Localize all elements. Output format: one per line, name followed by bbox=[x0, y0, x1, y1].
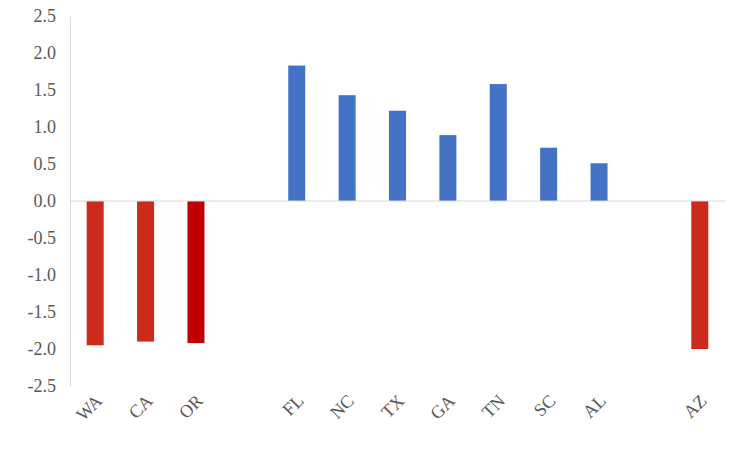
x-tick-label: AL bbox=[579, 391, 610, 422]
x-tick-label: CA bbox=[125, 391, 157, 423]
y-tick: -0.5 bbox=[28, 228, 71, 248]
y-tick: 1.0 bbox=[34, 117, 71, 137]
bar bbox=[490, 84, 507, 201]
y-tick: -2.5 bbox=[28, 376, 71, 396]
y-tick-label: 1.0 bbox=[34, 117, 57, 137]
x-tick: SC bbox=[530, 386, 560, 420]
bar bbox=[187, 201, 204, 343]
bar bbox=[691, 201, 708, 349]
x-tick-label: WA bbox=[72, 391, 106, 425]
y-tick-label: 0.0 bbox=[34, 191, 57, 211]
bar bbox=[288, 66, 305, 201]
x-tick: FL bbox=[279, 386, 308, 420]
x-tick: AL bbox=[579, 386, 610, 422]
y-tick: -1.5 bbox=[28, 302, 71, 322]
zero-line bbox=[70, 201, 725, 202]
bar bbox=[87, 201, 104, 345]
x-tick-label: NC bbox=[326, 391, 358, 423]
chart-svg: -2.5 -2.0 -1.5 -1.0 -0.5 0.0 0.5 1.0 1.5 2.0 2.5 WA… bbox=[0, 0, 750, 450]
bar bbox=[339, 95, 356, 201]
x-tick: NC bbox=[326, 386, 358, 423]
chart-container: -2.5 -2.0 -1.5 -1.0 -0.5 0.0 0.5 1.0 1.5 2.0 2.5 WA… bbox=[0, 0, 750, 450]
y-tick: 0.5 bbox=[34, 154, 71, 174]
y-tick: -2.0 bbox=[28, 339, 71, 359]
x-tick-label: FL bbox=[279, 391, 308, 420]
x-tick-label: TX bbox=[377, 391, 408, 422]
y-tick-label: -1.0 bbox=[28, 265, 57, 285]
x-tick: CA bbox=[125, 386, 157, 423]
y-tick: 2.5 bbox=[34, 6, 71, 26]
x-axis: WA CA OR FL NC TX GA TN SC AL AZ bbox=[72, 386, 711, 425]
bars bbox=[87, 66, 709, 349]
x-tick-label: AZ bbox=[680, 391, 711, 422]
x-tick-label: OR bbox=[175, 391, 207, 423]
y-tick-label: 0.5 bbox=[34, 154, 57, 174]
y-tick: 2.0 bbox=[34, 43, 71, 63]
bar bbox=[137, 201, 154, 342]
y-tick-label: -1.5 bbox=[28, 302, 57, 322]
y-tick-label: -2.5 bbox=[28, 376, 57, 396]
bar bbox=[591, 163, 608, 201]
x-tick-label: SC bbox=[530, 391, 560, 421]
bar bbox=[439, 135, 456, 201]
x-tick-label: GA bbox=[426, 391, 459, 424]
y-tick-label: 1.5 bbox=[34, 80, 57, 100]
x-tick-label: TN bbox=[478, 391, 509, 422]
x-tick: OR bbox=[175, 386, 207, 423]
y-axis: -2.5 -2.0 -1.5 -1.0 -0.5 0.0 0.5 1.0 1.5 2.0 2.5 bbox=[28, 6, 71, 396]
y-tick-label: 2.0 bbox=[34, 43, 57, 63]
x-tick: AZ bbox=[680, 386, 711, 422]
y-tick: -1.0 bbox=[28, 265, 71, 285]
x-tick: TN bbox=[478, 386, 509, 422]
y-tick-label: 2.5 bbox=[34, 6, 57, 26]
y-tick: 0.0 bbox=[34, 191, 71, 211]
x-tick: GA bbox=[426, 386, 459, 423]
x-tick: TX bbox=[377, 386, 408, 422]
bar bbox=[540, 148, 557, 201]
y-tick-label: -0.5 bbox=[28, 228, 57, 248]
x-tick: WA bbox=[72, 386, 106, 425]
y-tick: 1.5 bbox=[34, 80, 71, 100]
y-tick-label: -2.0 bbox=[28, 339, 57, 359]
bar bbox=[389, 111, 406, 201]
